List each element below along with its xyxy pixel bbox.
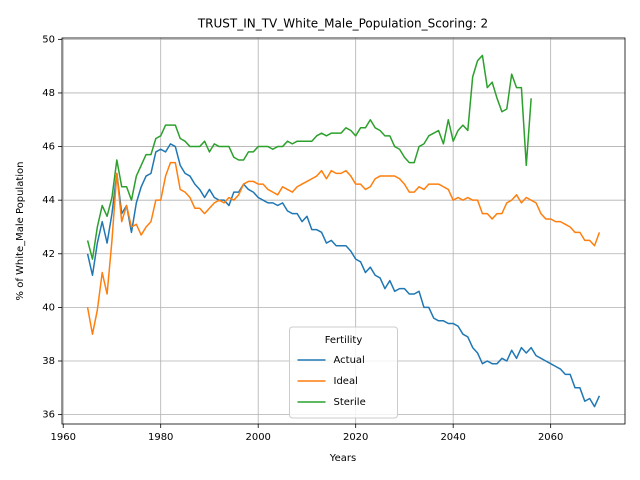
x-tick-label: 2060 — [538, 432, 563, 443]
legend-title: Fertility — [325, 335, 363, 346]
x-tick-label: 2040 — [440, 432, 465, 443]
legend-label: Sterile — [334, 397, 366, 408]
y-tick-label: 36 — [42, 410, 55, 421]
y-tick-label: 40 — [42, 302, 55, 313]
legend-label: Actual — [334, 355, 365, 366]
x-tick-label: 2000 — [245, 432, 270, 443]
y-tick-label: 44 — [42, 195, 55, 206]
y-tick-label: 46 — [42, 142, 55, 153]
plot-frame — [61, 37, 626, 425]
y-tick-label: 38 — [42, 356, 55, 367]
chart-title: TRUST_IN_TV_White_Male_Population_Scorin… — [197, 17, 488, 31]
line-series — [86, 161, 601, 335]
x-tick-label: 1980 — [148, 432, 173, 443]
legend: Fertility Actual Ideal Sterile — [289, 326, 398, 419]
line-series — [86, 143, 601, 408]
x-tick-label: 1960 — [50, 432, 75, 443]
x-tick-label: 2020 — [343, 432, 368, 443]
y-axis-label: % of White_Male Population — [15, 162, 26, 301]
y-tick-label: 50 — [42, 34, 55, 45]
y-tick-label: 48 — [42, 88, 55, 99]
y-tick-label: 42 — [42, 249, 55, 260]
legend-box — [289, 326, 398, 419]
line-series — [86, 54, 532, 260]
legend-label: Ideal — [334, 376, 358, 387]
x-axis-label: Years — [329, 453, 356, 464]
